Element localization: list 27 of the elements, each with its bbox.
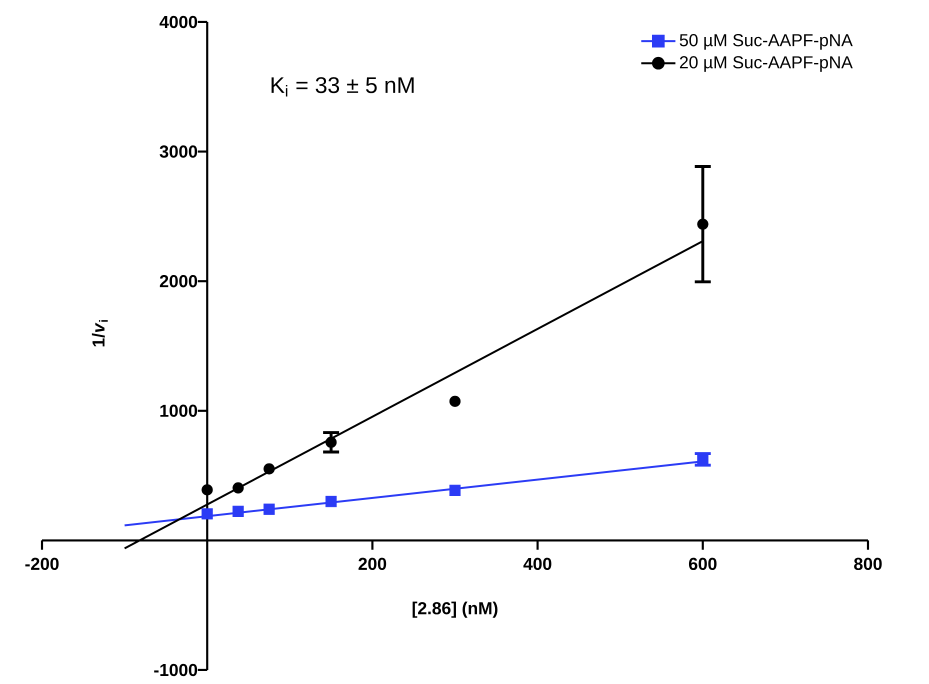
point [325,436,337,448]
point [264,504,275,515]
x-tick-label: -200 [25,558,59,570]
point [202,484,213,496]
x-tick-label: 600 [688,558,717,570]
point [449,484,461,496]
point [697,218,708,230]
point [325,496,337,508]
y-tick-label: -1000 [154,664,198,676]
x-tick-label: 200 [358,558,386,570]
point [232,506,244,517]
x-axis-title: [2.86] (nM) [412,602,498,618]
x-tick-label: 400 [523,558,552,570]
y-tick-label: 4000 [160,16,198,28]
y-axis-title: 1/v$_{i}$ [92,320,108,346]
legend-label: 50 µM Suc-AAPF-pNA [680,34,853,50]
point [449,396,461,407]
point [232,482,244,494]
annotation: K$_{i}$ = 33 ± 5 nM [272,77,414,96]
y-tick-label: 3000 [160,145,198,158]
y-tick-label: 1000 [160,404,198,417]
x-tick-label: 800 [854,558,882,570]
point [697,454,708,465]
point [264,463,275,474]
y-tick-label: 2000 [160,275,198,288]
legend-label: 20 µM Suc-AAPF-pNA [680,56,853,72]
point [202,508,213,520]
